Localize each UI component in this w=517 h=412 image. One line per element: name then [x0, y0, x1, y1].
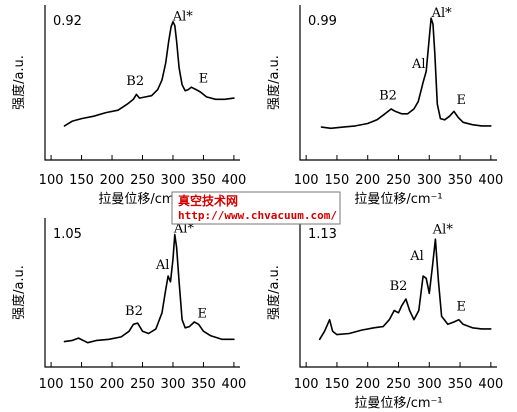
x-tick-label: 250	[386, 173, 411, 188]
peak-label: B2	[126, 74, 144, 89]
watermark-url: http://www.chvacuum.com/	[178, 209, 337, 222]
peak-label: Al*	[432, 222, 454, 237]
peak-label: Al	[411, 57, 426, 72]
panel-3: 100 150 200 250 300 350 400 1.05 强度/a.u. B2 Al Al* E	[11, 218, 246, 392]
x-tick-label: 200	[355, 173, 380, 188]
x-tick-label: 150	[325, 377, 350, 392]
x-tick-label: 400	[221, 377, 246, 392]
x-axis-title: 拉曼位移/cm⁻¹	[354, 396, 442, 411]
x-tick-label: 100	[294, 377, 319, 392]
x-tick-label: 400	[478, 377, 503, 392]
x-tick-label: 200	[100, 173, 125, 188]
x-tick-label: 200	[355, 377, 380, 392]
x-axis-title: 拉曼位移/cm⁻¹	[354, 192, 442, 207]
peak-label: E	[457, 300, 467, 315]
x-axis-title: 拉曼位移/cm⁻¹	[98, 192, 186, 207]
panel-4: 100 150 200 250 300 350 400 1.13 强度/a.u. 拉曼位移/cm⁻…	[266, 218, 503, 411]
peak-label: B2	[379, 88, 397, 103]
x-tick-label: 100	[39, 377, 64, 392]
x-tick-label: 150	[325, 173, 350, 188]
y-axis-title: 强度/a.u.	[266, 265, 282, 320]
x-tick-label: 350	[191, 173, 216, 188]
axis-frame	[44, 218, 240, 368]
peak-label: B2	[390, 279, 408, 294]
x-tick-label: 250	[130, 377, 155, 392]
axis-frame	[299, 5, 497, 161]
x-tick-label: 300	[417, 173, 442, 188]
peak-label: E	[199, 71, 209, 86]
x-tick-label: 200	[100, 377, 125, 392]
x-tick-label: 350	[448, 173, 473, 188]
axis-frame	[44, 5, 240, 161]
raman-spectrum-line	[320, 17, 492, 130]
x-tick-label: 100	[39, 173, 64, 188]
peak-label: Al	[155, 258, 170, 273]
x-tick-label: 300	[161, 377, 186, 392]
y-axis-title: 强度/a.u.	[11, 265, 27, 320]
x-tick-label: 350	[448, 377, 473, 392]
peak-label: E	[197, 306, 207, 321]
peak-label: Al*	[431, 6, 453, 21]
watermark-box	[171, 191, 341, 225]
raman-spectrum-line	[63, 20, 235, 127]
x-tick-label: 400	[478, 173, 503, 188]
watermark-title: 真空技术网	[178, 193, 238, 208]
peak-label: Al	[409, 249, 424, 264]
y-axis-title: 强度/a.u.	[11, 55, 27, 110]
x-tick-label: 350	[191, 377, 216, 392]
x-tick-label: 300	[161, 173, 186, 188]
peak-label: Al*	[172, 10, 194, 25]
panel-2: 100 150 200 250 300 350 400 0.99 强度/a.u. 拉曼位移/cm⁻…	[266, 5, 503, 207]
x-tick-label: 400	[221, 173, 246, 188]
y-axis-title: 强度/a.u.	[266, 55, 282, 110]
x-tick-label: 150	[69, 173, 94, 188]
axis-frame	[299, 218, 497, 368]
x-tick-label: 150	[69, 377, 94, 392]
peak-label: E	[457, 93, 467, 108]
x-tick-label: 250	[130, 173, 155, 188]
x-tick-label: 100	[294, 173, 319, 188]
panel-value: 1.05	[53, 227, 82, 242]
panel-value: 0.92	[53, 14, 82, 29]
x-tick-label: 250	[386, 377, 411, 392]
raman-spectrum-line	[63, 233, 235, 344]
x-tick-label: 300	[417, 377, 442, 392]
panel-value: 0.99	[308, 14, 337, 29]
panel-value: 1.13	[308, 227, 337, 242]
panel-1: 100 150 200 250 300 350 400 0.92 强度/a.u. 拉曼位移/cm⁻…	[11, 5, 246, 207]
peak-label: B2	[125, 304, 143, 319]
peak-label: Al*	[173, 221, 195, 236]
raman-spectrum-line	[318, 238, 492, 341]
